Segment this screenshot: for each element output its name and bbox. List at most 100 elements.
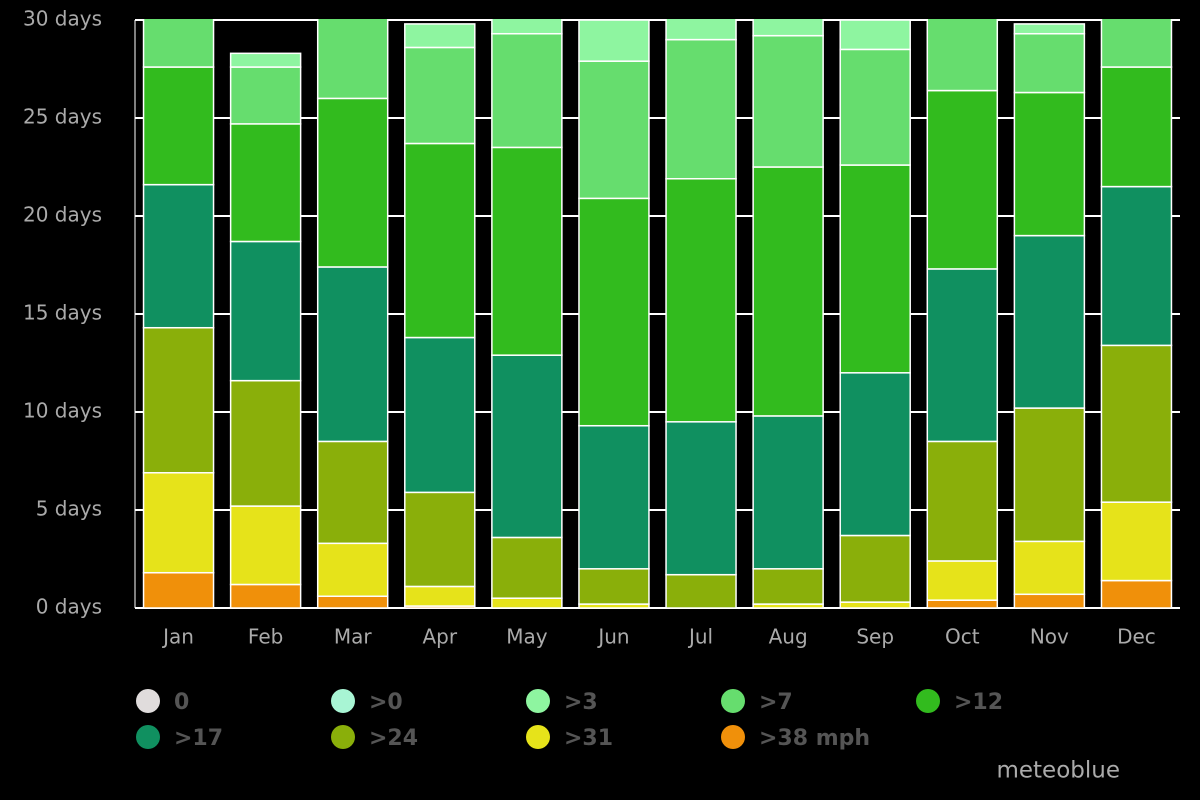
bar-segment: [142, 326, 215, 474]
bar-segment: [142, 571, 215, 609]
bar-segment: [404, 585, 476, 607]
bar-segment: [229, 583, 302, 609]
bar-segment: [839, 19, 911, 51]
y-tick-label: 20 days: [23, 203, 102, 227]
bar-segment: [1100, 579, 1173, 609]
bar-segment: [1100, 19, 1173, 68]
bar-segment: [142, 19, 215, 68]
bar-segment: [229, 379, 302, 507]
legend-label: 0: [174, 690, 189, 715]
bar-segment: [1100, 344, 1173, 503]
y-tick-label: 5 days: [36, 497, 102, 521]
bar-segment: [1013, 32, 1086, 94]
bar-segment: [404, 491, 476, 588]
bar-segment: [1013, 23, 1086, 35]
bar-segment: [752, 568, 824, 605]
bar-segment: [491, 32, 563, 149]
bar-segment: [665, 573, 737, 609]
x-tick-label: Aug: [769, 625, 808, 649]
bar-segment: [1013, 540, 1086, 596]
bar-segment: [316, 440, 389, 545]
bar-segment: [752, 415, 824, 570]
bar-segment: [926, 599, 999, 609]
bar-segment: [142, 66, 215, 186]
x-tick-label: Mar: [334, 625, 373, 649]
bar-segment: [142, 472, 215, 574]
legend-label: >17: [174, 726, 223, 751]
bar-segment: [578, 197, 650, 427]
bar-segment: [752, 166, 824, 417]
x-tick-label: Jan: [161, 625, 194, 649]
bar-segment: [752, 34, 824, 168]
bar-segment: [839, 372, 911, 537]
bar-segment: [665, 19, 737, 41]
bar-segment: [578, 568, 650, 605]
bar-segment: [839, 164, 911, 374]
bar-segment: [926, 440, 999, 562]
x-tick-label: Nov: [1030, 625, 1069, 649]
bar-segment: [404, 46, 476, 145]
bar-segment: [229, 52, 302, 68]
x-tick-label: Oct: [945, 625, 980, 649]
bar-segment: [491, 19, 563, 35]
legend-label: >3: [564, 690, 598, 715]
legend-label: >12: [954, 690, 1003, 715]
bar-segment: [491, 597, 563, 609]
bar-segment: [1100, 185, 1173, 347]
x-tick-label: Jul: [687, 625, 713, 649]
bar-segment: [926, 19, 999, 92]
bar-segment: [142, 183, 215, 329]
x-tick-label: Jun: [596, 625, 629, 649]
legend-swatch: [526, 725, 550, 749]
bar-segment: [1013, 407, 1086, 543]
bar-segment: [926, 268, 999, 443]
bar-segment: [229, 240, 302, 382]
bar-segment: [839, 48, 911, 166]
bar-segment: [752, 19, 824, 37]
y-tick-label: 15 days: [23, 301, 102, 325]
x-tick-label: Feb: [248, 625, 283, 649]
legend-label: >38 mph: [759, 726, 870, 751]
y-tick-label: 0 days: [36, 595, 102, 619]
bar-segment: [491, 354, 563, 539]
bar-segment: [229, 66, 302, 125]
bar-segment: [839, 534, 911, 603]
legend-swatch: [136, 725, 160, 749]
bar-segment: [578, 19, 650, 62]
y-tick-label: 25 days: [23, 105, 102, 129]
bar-segment: [926, 89, 999, 270]
bar-segment: [491, 146, 563, 356]
bar-segment: [578, 60, 650, 200]
legend-swatch: [331, 689, 355, 713]
y-tick-label: 10 days: [23, 399, 102, 423]
bar-segment: [316, 595, 389, 609]
bar-segment: [1013, 91, 1086, 237]
x-tick-label: Sep: [856, 625, 894, 649]
bar-segment: [491, 536, 563, 599]
bar-segment: [404, 142, 476, 339]
bar-segment: [316, 97, 389, 268]
bar-segment: [926, 560, 999, 601]
bar-segment: [316, 542, 389, 597]
legend-label: >7: [759, 690, 793, 715]
legend-swatch: [721, 689, 745, 713]
legend-swatch: [331, 725, 355, 749]
bar-segment: [404, 23, 476, 49]
bar-segment: [229, 505, 302, 586]
legend-swatch: [136, 689, 160, 713]
credit: meteoblue: [996, 758, 1120, 784]
legend-swatch: [526, 689, 550, 713]
legend-swatch: [916, 689, 940, 713]
legend-label: >31: [564, 726, 613, 751]
bar-segment: [404, 336, 476, 494]
bar-segment: [1100, 501, 1173, 582]
bar-segment: [839, 601, 911, 609]
bar-segment: [665, 178, 737, 423]
bar-segment: [1100, 66, 1173, 188]
bar-segment: [578, 424, 650, 570]
bar-segment: [229, 123, 302, 243]
legend-label: >24: [369, 726, 418, 751]
x-tick-label: May: [506, 625, 548, 649]
